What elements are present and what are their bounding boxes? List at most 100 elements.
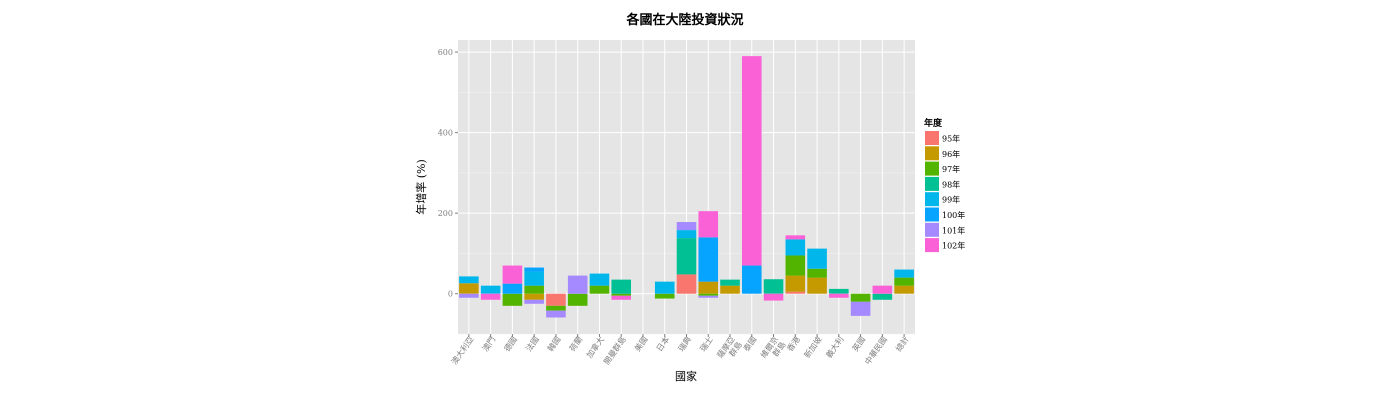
x-tick-label: 日本 [654,334,671,353]
bar-segment-12-2 [698,282,718,294]
x-tick-label: 中華民國 [862,334,889,366]
legend-key-1 [925,131,939,145]
y-tick-label: 600 [438,48,453,57]
bar-segment-6-3 [568,294,588,306]
bar-segment-21-2 [894,286,914,294]
bar-segment-3-3 [503,294,523,306]
legend-label-6: 100年 [942,210,965,220]
bar-segment-18-8 [829,294,849,298]
bar-segment-7-3 [590,286,610,294]
legend-label-4: 98年 [942,179,960,189]
bar-segment-17-2 [807,278,827,294]
legend-label-1: 95年 [942,134,960,144]
bar-segment-5-1 [546,294,566,306]
bar-segment-16-5 [786,239,806,255]
bar-segment-21-5 [894,270,914,278]
legend-label-2: 96年 [942,149,960,159]
bar-segment-12-8 [698,211,718,237]
x-tick-label: 法國 [523,334,540,353]
bar-segment-20-8 [873,286,893,294]
bar-segment-8-4 [611,280,631,294]
bar-segment-19-3 [851,294,871,302]
x-tick-label: 薩摩亞群島 [715,334,744,365]
legend-key-2 [925,146,939,160]
y-axis-title: 年增率 (%) [414,159,428,215]
bar-segment-4-3 [524,286,544,294]
x-tick-label: 澳大利亞 [449,334,476,366]
bar-segment-1-7 [459,294,479,298]
bar-segment-15-8 [764,294,784,301]
bar-segment-11-7 [677,222,697,230]
bar-segment-4-7 [524,300,544,304]
x-tick-label: 香港 [785,334,802,353]
legend-title: 年度 [924,117,943,129]
bar-segment-16-1 [786,292,806,294]
legend-key-6 [925,208,939,222]
bar-segment-8-8 [611,296,631,300]
bar-segment-1-5 [459,276,479,283]
bar-segment-19-7 [851,302,871,316]
bar-segment-12-6 [698,237,718,281]
bar-segment-13-4 [720,280,740,286]
bar-segment-13-2 [720,286,740,294]
bar-segment-10-5 [655,282,675,294]
bar-segment-4-2 [524,294,544,300]
bar-segment-4-5 [524,272,544,286]
bar-segment-10-3 [655,294,675,299]
legend-key-4 [925,177,939,191]
bar-segment-8-3 [611,294,631,296]
x-tick-label: 澳門 [480,334,497,353]
x-tick-label: 德國 [502,334,519,353]
chart-title: 各國在大陸投資狀況 [625,12,743,28]
legend-label-8: 102年 [942,241,965,251]
x-tick-label: 荷蘭 [567,334,584,353]
bar-segment-12-3 [698,294,718,296]
bar-segment-14-6 [742,266,762,294]
x-tick-label: 開曼群島 [601,334,628,366]
legend-key-7 [925,223,939,237]
legend-key-8 [925,238,939,252]
legend: 年度 95年 96年 97年 98年 99年 100年 101年 102年 [924,117,965,252]
bar-segment-2-5 [481,286,501,294]
x-tick-label: 韓國 [545,334,562,353]
bar-segment-4-6 [524,268,544,272]
bar-segment-7-5 [590,274,610,286]
x-tick-label: 新加坡 [802,334,824,359]
bar-segment-14-8 [742,56,762,265]
y-tick-label: 0 [448,290,453,299]
bar-segment-16-3 [786,255,806,275]
legend-label-3: 97年 [942,164,960,174]
bar-segment-3-6 [503,284,523,294]
bar-segment-17-5 [807,249,827,269]
bar-segment-16-8 [786,235,806,239]
x-tick-label: 瑞典 [676,334,693,353]
bar-segment-5-7 [546,311,566,318]
bar-segment-20-4 [873,294,893,300]
y-tick-label: 400 [438,129,453,138]
legend-key-5 [925,192,939,206]
bar-segment-5-3 [546,306,566,311]
x-tick-label: 泰國 [741,334,758,353]
x-tick-label: 美國 [632,334,649,353]
bar-segment-17-3 [807,269,827,278]
bar-segment-21-3 [894,278,914,286]
legend-label-5: 99年 [942,195,960,205]
bar-segment-2-8 [481,294,501,300]
bar-segment-11-4 [677,238,697,274]
x-axis-title: 國家 [675,369,697,383]
y-tick-label: 200 [438,209,453,218]
bar-segment-6-7 [568,276,588,294]
x-tick-label: 維爾京群島 [758,334,787,365]
bar-segment-3-8 [503,266,523,284]
bar-segment-1-2 [459,283,479,293]
legend-label-7: 101年 [942,225,965,235]
x-tick-label: 總計 [893,334,910,353]
y-axis: 0 200 400 600 [438,48,458,299]
bar-segment-16-2 [786,276,806,292]
bar-segment-18-4 [829,289,849,294]
bar-segment-15-4 [764,279,784,293]
legend-key-3 [925,162,939,176]
bar-segment-11-5 [677,230,697,238]
bar-segment-11-1 [677,274,697,293]
